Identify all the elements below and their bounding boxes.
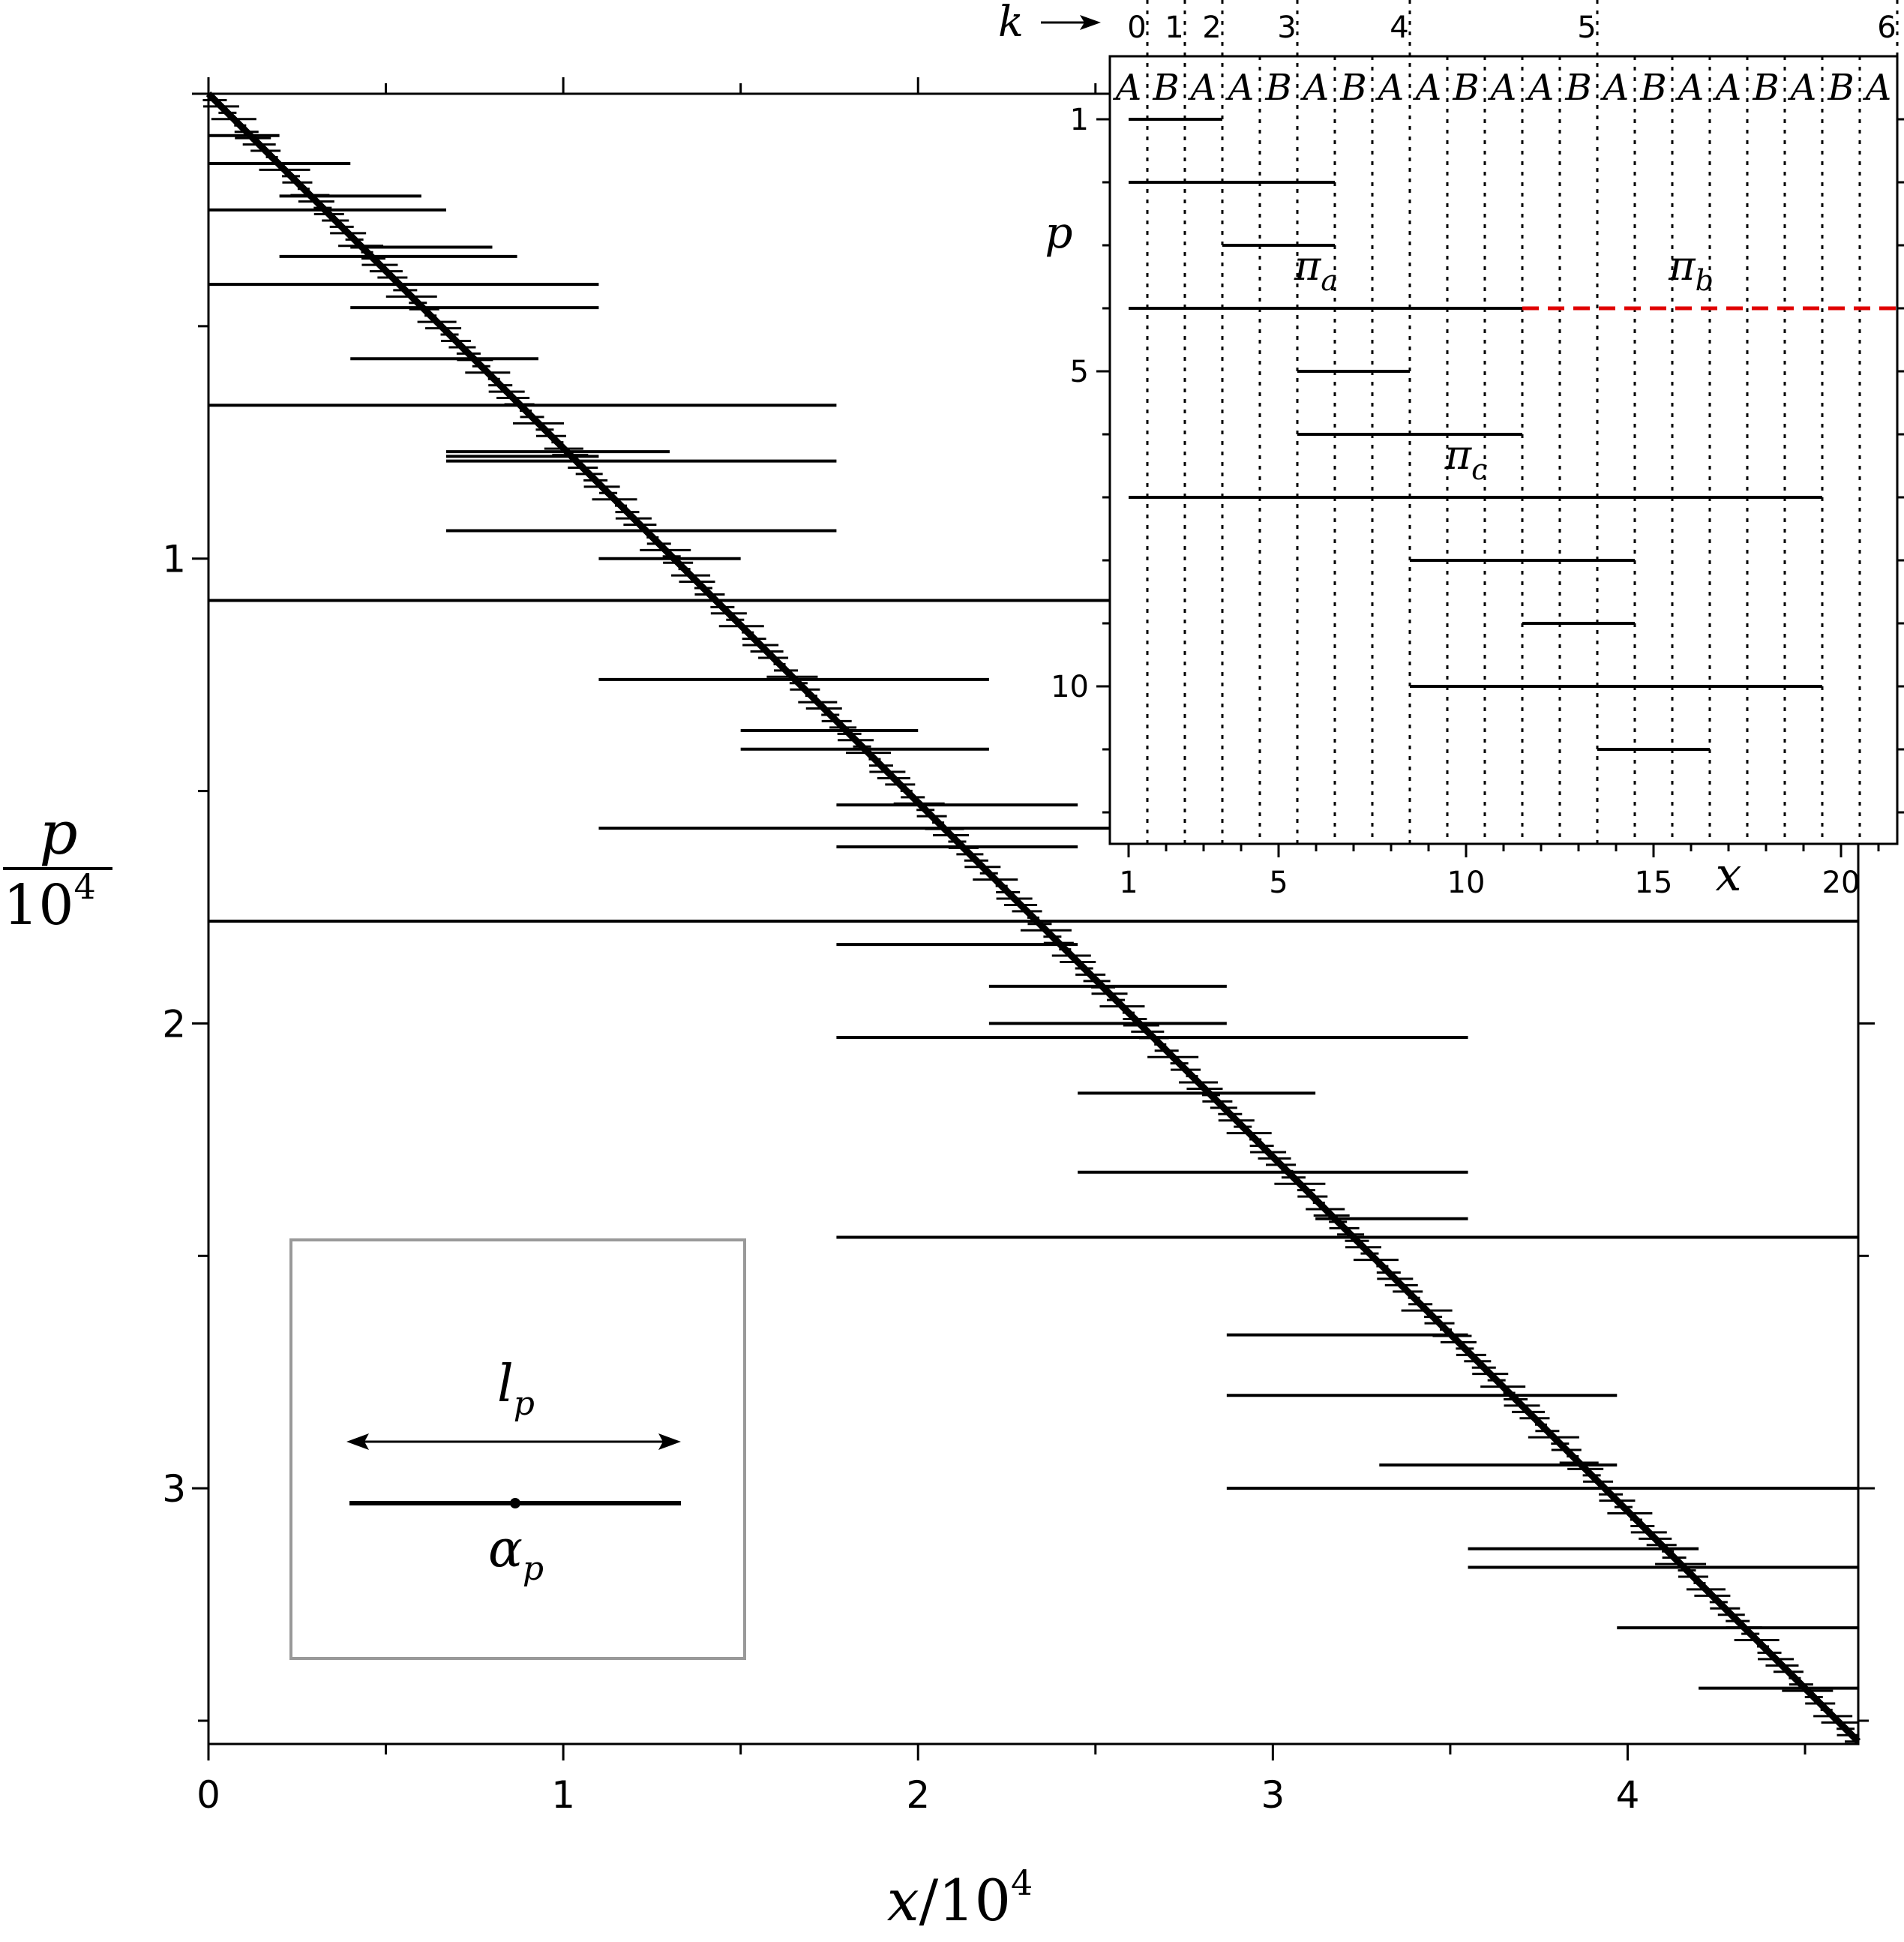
- inset-k-label: k: [998, 0, 1024, 47]
- inset-sequence-char: A: [1788, 67, 1817, 109]
- inset-sequence-char: A: [1525, 67, 1555, 109]
- inset-x-tick-label: 15: [1635, 866, 1673, 900]
- legend-key-box: lp αp: [289, 1238, 746, 1660]
- main-x-tick-label: 1: [551, 1773, 575, 1817]
- legend-length-label: lp: [497, 1355, 535, 1423]
- main-y-tick-label: 3: [162, 1467, 186, 1511]
- inset-sequence-char: A: [1300, 67, 1330, 109]
- legend-key-frame: [289, 1238, 746, 1660]
- inset-annotation-pi-b: πb: [1668, 242, 1714, 297]
- inset-sequence-char: B: [1152, 67, 1179, 109]
- legend-arrow-right-head: [658, 1433, 681, 1450]
- main-y-tick-label: 1: [162, 538, 186, 581]
- inset-sequence-char: A: [1413, 67, 1442, 109]
- inset-sequence-char: A: [1113, 67, 1142, 109]
- main-y-axis-label: p 104: [3, 798, 112, 938]
- svg-text:104: 104: [3, 866, 95, 938]
- inset-x-tick-label: 10: [1447, 866, 1486, 900]
- main-x-tick-labels: 0 1 2 3 4: [196, 1773, 1639, 1817]
- main-x-label-var: x: [887, 1867, 919, 1934]
- inset-sequence-char: A: [1600, 67, 1630, 109]
- legend-center-label: αp: [488, 1520, 544, 1588]
- inset-k-marker-3: 3: [1277, 11, 1296, 45]
- main-x-axis-label: x/104: [887, 1862, 1033, 1934]
- main-plot-frame: [207, 92, 1860, 1745]
- inset-k-marker-5: 5: [1577, 11, 1596, 45]
- main-x-label-exp: 4: [1011, 1862, 1033, 1903]
- legend-arrow-left-head: [346, 1433, 369, 1450]
- inset-background: [1110, 56, 1897, 844]
- inset-sequence-char: B: [1564, 67, 1591, 109]
- inset-x-tick-label: 1: [1119, 866, 1138, 900]
- inset-sequence-char: A: [1713, 67, 1742, 109]
- inset-y-axis-label: p: [1045, 207, 1072, 258]
- main-x-tick-label: 0: [196, 1773, 220, 1817]
- main-x-label-denom: 10: [938, 1867, 1011, 1934]
- main-x-tick-label: 3: [1261, 1773, 1285, 1817]
- main-y-label-num: p: [39, 798, 77, 868]
- inset-y-tick-label: 1: [1070, 103, 1089, 137]
- inset-annotations: πa πb πc: [1294, 242, 1714, 486]
- main-x-tick-label: 4: [1616, 1773, 1640, 1817]
- inset-k-arrow: [1041, 15, 1101, 30]
- inset-axis-ticks: [1096, 118, 1904, 857]
- inset-sequence-char: B: [1752, 67, 1779, 109]
- inset-intervals: [1129, 118, 1897, 751]
- inset-y-tick-label: 10: [1051, 670, 1089, 704]
- inset-sequence-char: B: [1264, 67, 1291, 109]
- inset-sequence-char: B: [1339, 67, 1366, 109]
- main-y-tick-labels: 1 2 3: [162, 538, 186, 1511]
- inset-sequence-char: B: [1639, 67, 1666, 109]
- inset-annotation-pi-c: πc: [1444, 431, 1488, 486]
- inset-annotation-pi-a: πa: [1294, 242, 1338, 297]
- inset-x-tick-label: 20: [1822, 866, 1861, 900]
- inset-sequence-char: A: [1675, 67, 1705, 109]
- inset-sequence-char: B: [1827, 67, 1854, 109]
- inset-x-tick-label: 5: [1269, 866, 1288, 900]
- inset-x-axis-label: x: [1716, 847, 1742, 902]
- legend-center-point: [510, 1498, 520, 1508]
- main-y-label-exp: 4: [73, 866, 95, 907]
- inset-sequence-char: A: [1375, 67, 1405, 109]
- inset-k-marker-1: 1: [1165, 11, 1183, 45]
- main-y-tick-label: 2: [162, 1002, 186, 1046]
- inset-sequence-char: A: [1488, 67, 1517, 109]
- inset-y-tick-label: 5: [1070, 355, 1089, 389]
- inset-sequence-char: B: [1452, 67, 1479, 109]
- inset-k-marker-6: 6: [1877, 11, 1896, 45]
- inset-sequence-char: A: [1863, 67, 1892, 109]
- inset-k-marker-4: 4: [1390, 11, 1408, 45]
- inset-sequence-char: A: [1188, 67, 1217, 109]
- inset-k-marker-2: 2: [1202, 11, 1221, 45]
- main-x-tick-label: 2: [906, 1773, 930, 1817]
- main-y-label-denom: 10: [3, 873, 73, 938]
- inset-sequence-char: A: [1225, 67, 1255, 109]
- inset-x-tick-labels: 1 5 10 15 20: [1119, 866, 1860, 900]
- inset-k-marker-0: 0: [1127, 11, 1146, 45]
